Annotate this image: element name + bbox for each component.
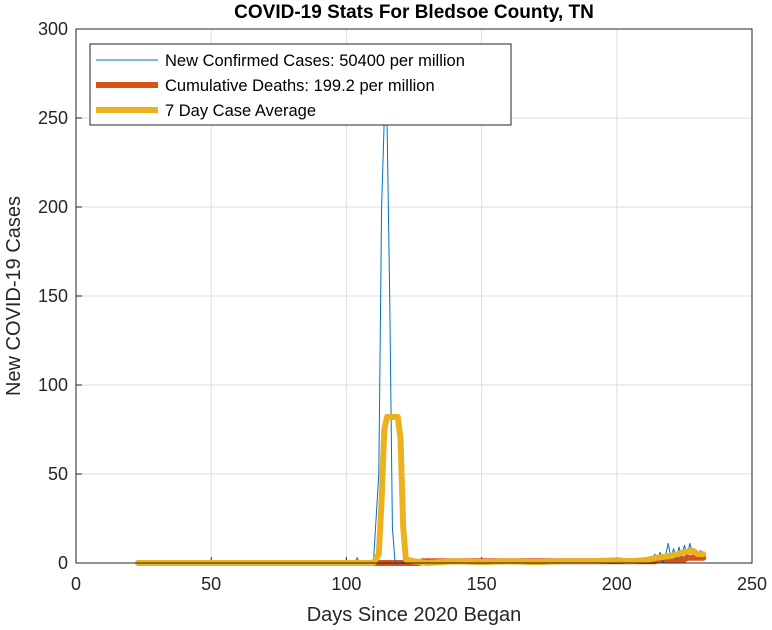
legend-entry: Cumulative Deaths: 199.2 per million bbox=[165, 77, 435, 95]
y-tick-label: 100 bbox=[38, 375, 68, 395]
tick-labels: 0 50 100 150 200 250 0 50 100 150 200 250 300 bbox=[38, 19, 767, 594]
plot-frame bbox=[75, 28, 753, 564]
y-tick-label: 150 bbox=[38, 286, 68, 306]
y-axis-label: New COVID-19 Cases bbox=[3, 196, 25, 396]
y-tick-label: 300 bbox=[38, 19, 68, 39]
x-tick-label: 50 bbox=[201, 574, 221, 594]
x-axis-label: Days Since 2020 Began bbox=[307, 604, 522, 626]
series-line-2 bbox=[135, 414, 707, 566]
legend-entry: 7 Day Case Average bbox=[165, 102, 316, 120]
chart-title: COVID-19 Stats For Bledsoe County, TN bbox=[234, 2, 594, 23]
y-tick-label: 200 bbox=[38, 197, 68, 217]
x-tick-label: 250 bbox=[737, 574, 767, 594]
legend: New Confirmed Cases: 50400 per million Cu… bbox=[89, 43, 512, 126]
series-line-0 bbox=[137, 117, 704, 564]
legend-box bbox=[89, 43, 512, 126]
y-tick-label: 0 bbox=[58, 553, 68, 573]
y-tick-label: 250 bbox=[38, 108, 68, 128]
x-tick-label: 200 bbox=[602, 574, 632, 594]
x-tick-label: 0 bbox=[71, 574, 81, 594]
y-tick-label: 50 bbox=[48, 464, 68, 484]
legend-entry: New Confirmed Cases: 50400 per million bbox=[165, 52, 465, 70]
x-tick-label: 150 bbox=[467, 574, 497, 594]
x-tick-label: 100 bbox=[331, 574, 361, 594]
series-layer bbox=[135, 117, 707, 566]
